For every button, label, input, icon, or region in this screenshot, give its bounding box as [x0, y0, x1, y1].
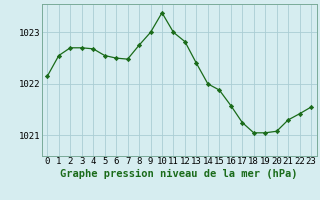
X-axis label: Graphe pression niveau de la mer (hPa): Graphe pression niveau de la mer (hPa) — [60, 169, 298, 179]
